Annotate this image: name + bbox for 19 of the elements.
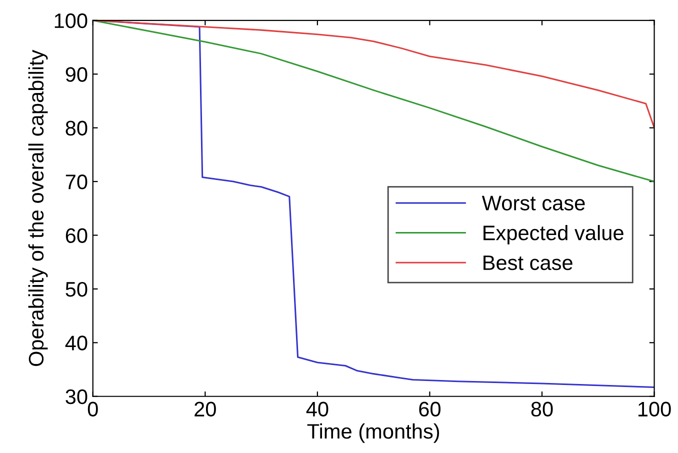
y-tick-label: 70 — [66, 174, 88, 190]
y-tick-label: 40 — [65, 336, 88, 350]
y-tick-label: 30 — [66, 389, 88, 404]
x-tick-label: 100 — [638, 402, 671, 417]
x-tick-label: 60 — [419, 402, 440, 417]
legend-label: Worst case — [482, 196, 585, 210]
x-tick-label: 40 — [306, 402, 328, 417]
legend-label: Best case — [484, 256, 572, 270]
x-tick-label: 80 — [531, 402, 553, 417]
y-tick-label: 60 — [66, 228, 88, 243]
y-tick-label: 90 — [66, 67, 88, 82]
y-axis-title: Operability of the overall capability — [28, 50, 48, 366]
y-tick-label: 50 — [66, 282, 88, 297]
x-tick-label: 20 — [194, 402, 216, 417]
x-axis-title: Time (months) — [307, 423, 440, 443]
x-tick-label: 0 — [88, 402, 98, 417]
y-tick-label: 100 — [54, 13, 88, 28]
legend-label: Expected value — [484, 224, 624, 244]
y-tick-label: 80 — [66, 120, 88, 136]
